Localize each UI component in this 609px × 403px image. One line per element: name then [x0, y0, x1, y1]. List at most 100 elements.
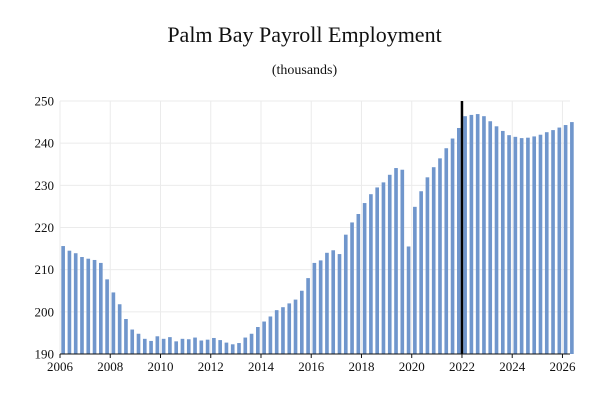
- chart-subtitle: (thousands): [271, 63, 338, 78]
- y-tick-label: 190: [35, 347, 55, 362]
- bar: [205, 339, 210, 354]
- bar: [463, 116, 467, 355]
- bar: [381, 182, 386, 354]
- bar: [61, 246, 65, 354]
- bar: [375, 187, 380, 354]
- bar-series: [61, 114, 574, 355]
- bar: [419, 191, 423, 354]
- bar: [444, 148, 449, 354]
- bar: [73, 253, 78, 354]
- x-tick-label: 2014: [248, 359, 275, 374]
- bar: [438, 158, 442, 354]
- bar: [230, 344, 235, 354]
- x-tick-label: 2020: [399, 359, 425, 374]
- bar: [563, 125, 568, 354]
- bar: [180, 338, 185, 354]
- bar: [570, 122, 574, 354]
- bar: [256, 327, 260, 354]
- bar: [86, 258, 91, 354]
- bar: [500, 130, 505, 354]
- bar: [312, 262, 317, 354]
- bar: [325, 252, 329, 354]
- bar: [413, 206, 417, 354]
- bar: [425, 177, 430, 354]
- bar: [117, 304, 122, 354]
- bar: [149, 340, 153, 354]
- y-tick-label: 240: [35, 136, 55, 151]
- bar: [111, 292, 116, 354]
- bar: [475, 114, 480, 355]
- bar: [262, 321, 266, 354]
- bar: [224, 342, 229, 354]
- bar: [80, 257, 84, 354]
- bar: [507, 135, 511, 354]
- bar: [557, 127, 562, 354]
- x-tick-label: 2024: [499, 359, 526, 374]
- bar: [394, 168, 398, 354]
- bar: [136, 333, 141, 354]
- bar: [130, 329, 135, 354]
- y-tick-label: 250: [35, 94, 55, 109]
- bar: [406, 246, 411, 354]
- x-tick-label: 2012: [198, 359, 224, 374]
- bar: [513, 136, 518, 354]
- y-tick-label: 230: [35, 178, 55, 193]
- bar: [526, 137, 530, 354]
- x-axis-ticks: 2006 2008 2010 2012 2014 2016 2018 2020 2022 2024…: [47, 354, 576, 374]
- bar: [249, 333, 254, 354]
- bar: [174, 341, 179, 354]
- bar: [482, 116, 486, 355]
- bar: [387, 174, 392, 354]
- x-tick-label: 2010: [147, 359, 173, 374]
- bar: [186, 339, 191, 354]
- bar: [142, 338, 147, 354]
- bar: [218, 340, 222, 354]
- bar: [168, 337, 172, 354]
- bar: [356, 214, 361, 354]
- bar: [331, 250, 336, 354]
- bar: [124, 319, 128, 354]
- bar: [450, 138, 455, 354]
- bar: [318, 260, 323, 354]
- bar: [544, 132, 549, 354]
- bar: [350, 222, 354, 354]
- bar: [337, 254, 342, 354]
- bar: [457, 127, 461, 354]
- x-tick-label: 2006: [47, 359, 74, 374]
- chart-title: Palm Bay Payroll Employment: [167, 22, 442, 47]
- bar: [532, 136, 537, 354]
- bar: [243, 337, 248, 354]
- bar: [299, 290, 304, 354]
- y-tick-label: 220: [35, 220, 55, 235]
- bar: [400, 169, 405, 354]
- x-tick-label: 2018: [348, 359, 374, 374]
- bar: [469, 114, 474, 354]
- bar: [519, 138, 524, 354]
- x-tick-label: 2026: [549, 359, 576, 374]
- bar: [306, 278, 310, 354]
- bar: [551, 130, 555, 354]
- bar: [274, 310, 279, 354]
- bar: [155, 336, 160, 354]
- bar: [362, 203, 367, 354]
- bar: [67, 250, 72, 354]
- bar: [105, 279, 109, 354]
- bar: [488, 121, 493, 355]
- y-tick-label: 200: [35, 304, 55, 319]
- bar: [494, 126, 499, 354]
- bar: [199, 340, 204, 354]
- y-tick-label: 210: [35, 262, 55, 277]
- bar: [281, 307, 285, 354]
- bar: [161, 338, 166, 354]
- bar: [538, 134, 543, 354]
- x-tick-label: 2022: [449, 359, 475, 374]
- bar: [431, 167, 436, 354]
- bar: [212, 337, 216, 354]
- bar: [369, 194, 373, 354]
- bar: [293, 299, 298, 354]
- bar: [343, 234, 348, 354]
- y-axis-ticks: 190 200 210 220 230 240 250: [35, 94, 55, 362]
- bar: [193, 337, 197, 354]
- bar: [237, 343, 241, 354]
